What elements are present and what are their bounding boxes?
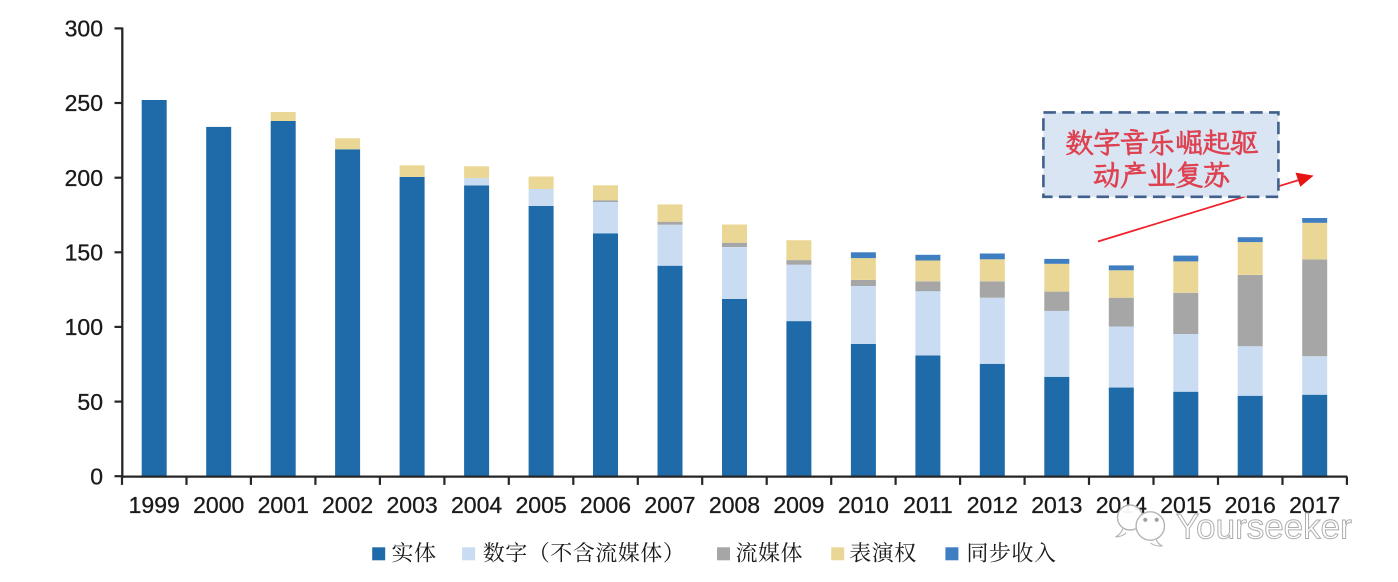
svg-text:2006: 2006 (580, 492, 631, 518)
svg-text:1999: 1999 (129, 492, 180, 518)
svg-text:2002: 2002 (322, 492, 373, 518)
svg-text:2009: 2009 (773, 492, 824, 518)
svg-text:250: 250 (65, 90, 103, 116)
svg-text:2010: 2010 (838, 492, 889, 518)
svg-text:50: 50 (77, 389, 103, 415)
svg-text:300: 300 (65, 16, 103, 42)
svg-text:0: 0 (90, 463, 103, 489)
svg-text:2003: 2003 (387, 492, 438, 518)
svg-text:2016: 2016 (1225, 492, 1276, 518)
svg-text:2004: 2004 (451, 492, 502, 518)
svg-text:100: 100 (65, 314, 103, 340)
svg-text:2000: 2000 (193, 492, 244, 518)
svg-text:2001: 2001 (258, 492, 309, 518)
svg-text:Yourseeker: Yourseeker (1176, 508, 1352, 547)
svg-text:2008: 2008 (709, 492, 760, 518)
svg-text:200: 200 (65, 165, 103, 191)
svg-text:2013: 2013 (1031, 492, 1082, 518)
svg-text:150: 150 (65, 240, 103, 266)
svg-text:2005: 2005 (516, 492, 567, 518)
svg-text:2015: 2015 (1160, 492, 1211, 518)
svg-text:2017: 2017 (1289, 492, 1340, 518)
svg-text:2011: 2011 (903, 492, 952, 518)
svg-text:2007: 2007 (644, 492, 695, 518)
svg-text:2012: 2012 (967, 492, 1018, 518)
